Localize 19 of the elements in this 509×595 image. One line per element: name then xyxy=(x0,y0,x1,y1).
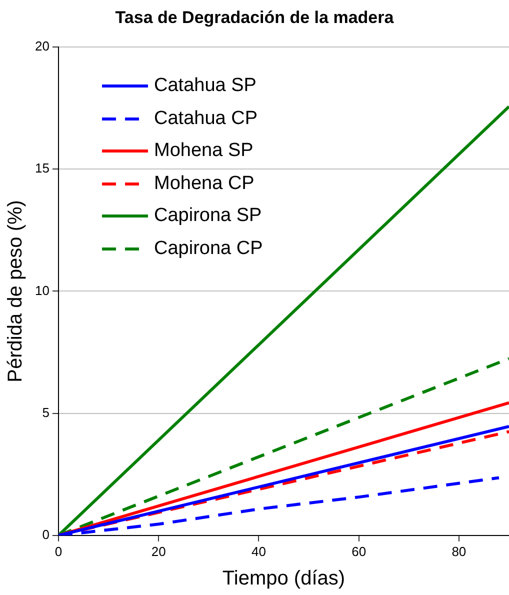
y-axis-title: Pérdida de peso (%) xyxy=(4,200,27,382)
legend-label: Capirona SP xyxy=(154,205,262,228)
x-tick-label: 80 xyxy=(452,544,466,559)
y-tick-label: 20 xyxy=(34,38,50,54)
legend-label: Catahua SP xyxy=(154,75,256,98)
x-tick-label: 40 xyxy=(251,544,266,559)
legend-label: Mohena SP xyxy=(154,140,254,162)
y-tick-label: 15 xyxy=(34,160,50,176)
x-tick-label: 0 xyxy=(54,544,62,559)
legend-label: Mohena CP xyxy=(154,172,254,195)
y-tick-label: 0 xyxy=(42,526,50,542)
x-axis-title: Tiempo (días) xyxy=(222,568,346,590)
y-tick-label: 5 xyxy=(42,404,50,420)
x-tick-label: 20 xyxy=(151,544,166,559)
x-tick-label: 60 xyxy=(352,544,366,559)
legend-label: Capirona CP xyxy=(154,238,263,260)
y-tick-label: 10 xyxy=(34,282,50,298)
legend-label: Catahua CP xyxy=(154,108,258,130)
chart-title: Tasa de Degradación de la madera xyxy=(114,8,395,28)
